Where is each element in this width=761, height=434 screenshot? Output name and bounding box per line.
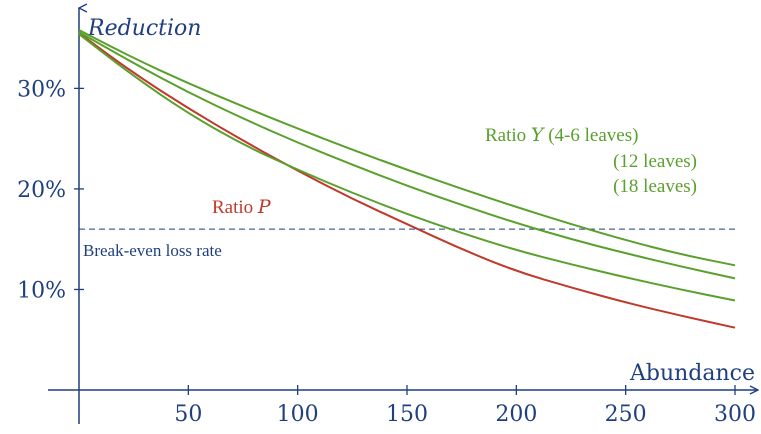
x-tick-label-200: 200 <box>495 402 537 427</box>
series-label-0: Ratio P <box>212 196 272 218</box>
x-tick-label-150: 150 <box>386 402 428 427</box>
break-even-label: Break-even loss rate <box>83 241 222 260</box>
series-line-2 <box>78 31 736 280</box>
series-line-0 <box>78 32 736 329</box>
y-axis-title: Reduction <box>87 16 201 41</box>
y-tick-label-20: 20% <box>17 178 66 203</box>
x-tick-label-300: 300 <box>714 402 756 427</box>
series-label-3: (18 leaves) <box>613 176 697 197</box>
x-tick-label-50: 50 <box>174 402 202 427</box>
series-line-1 <box>78 29 736 267</box>
y-tick-label-30: 30% <box>17 77 66 102</box>
x-axis-title: Abundance <box>629 361 755 386</box>
x-tick-label-100: 100 <box>277 402 319 427</box>
series-label-2: (12 leaves) <box>613 151 697 172</box>
series-label-1: Ratio Y (4-6 leaves) <box>485 124 638 146</box>
x-tick-label-250: 250 <box>605 402 647 427</box>
series-line-3 <box>78 33 736 302</box>
y-tick-label-10: 10% <box>17 278 66 303</box>
